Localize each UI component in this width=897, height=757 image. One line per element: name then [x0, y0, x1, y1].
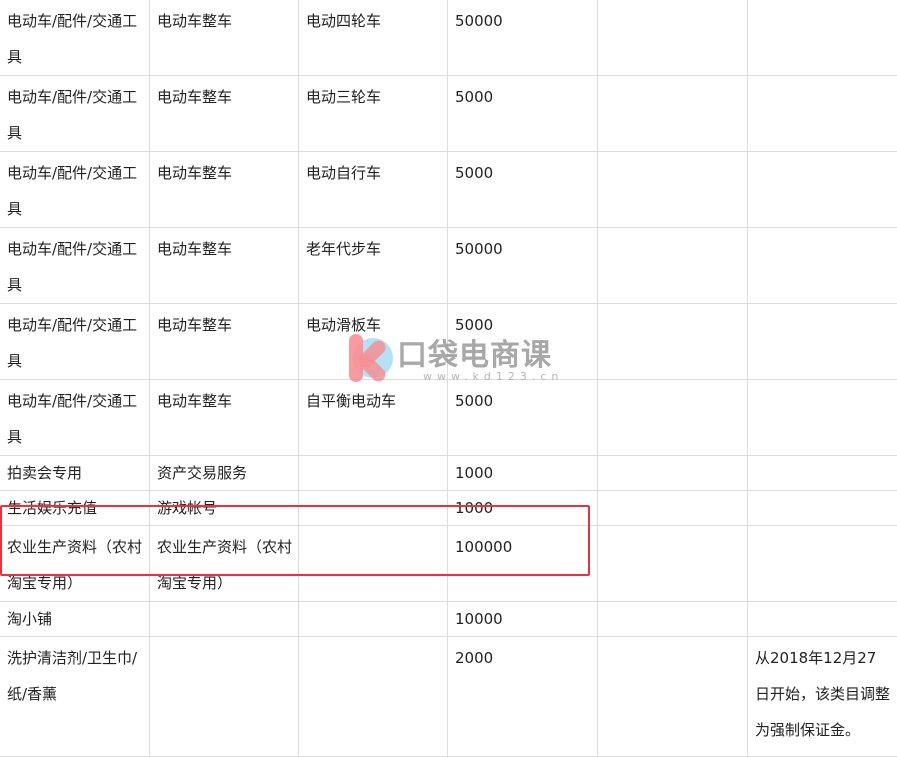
table-cell: [598, 456, 748, 491]
table-cell: [748, 491, 897, 526]
table-cell: 淘小铺: [0, 602, 150, 637]
table-cell: [748, 602, 897, 637]
table-cell: 老年代步车: [299, 228, 448, 304]
table-cell: [598, 304, 748, 380]
table-cell: 电动自行车: [299, 152, 448, 228]
table-cell: 5000: [448, 380, 598, 456]
table-cell: [598, 76, 748, 152]
table-cell: [299, 456, 448, 491]
table-cell: 电动车/配件/交通工具: [0, 304, 150, 380]
table-cell: 电动车/配件/交通工具: [0, 228, 150, 304]
table-cell: [598, 228, 748, 304]
table-cell: 农业生产资料（农村淘宝专用）: [0, 526, 150, 602]
table-cell: [598, 602, 748, 637]
table-cell: [748, 304, 897, 380]
table-cell: [748, 380, 897, 456]
table-cell: [150, 637, 299, 757]
table-cell: [299, 602, 448, 637]
table-cell: 农业生产资料（农村淘宝专用）: [150, 526, 299, 602]
table-cell: 拍卖会专用: [0, 456, 150, 491]
table-cell: 电动车整车: [150, 0, 299, 76]
table-cell: 电动车整车: [150, 380, 299, 456]
table-cell: 2000: [448, 637, 598, 757]
table-cell: 10000: [448, 602, 598, 637]
table-cell: [748, 0, 897, 76]
table-cell: 游戏帐号: [150, 491, 299, 526]
table-cell: [299, 491, 448, 526]
table-cell: [598, 380, 748, 456]
table-cell: 电动车整车: [150, 152, 299, 228]
table-cell: [748, 152, 897, 228]
table-cell: [748, 526, 897, 602]
table-cell: 5000: [448, 76, 598, 152]
table-cell: 电动车整车: [150, 228, 299, 304]
table-cell: [598, 152, 748, 228]
table-cell: 100000: [448, 526, 598, 602]
table-cell: 电动三轮车: [299, 76, 448, 152]
table-cell: [299, 637, 448, 757]
table-cell: [150, 602, 299, 637]
table-cell: [598, 637, 748, 757]
table-cell: [748, 76, 897, 152]
table-cell: [748, 228, 897, 304]
table-cell: 自平衡电动车: [299, 380, 448, 456]
table-cell: 洗护清洁剂/卫生巾/纸/香薰: [0, 637, 150, 757]
table-cell: 电动车整车: [150, 76, 299, 152]
table-cell: 电动车/配件/交通工具: [0, 76, 150, 152]
table-cell: 1000: [448, 456, 598, 491]
table-cell: 电动车/配件/交通工具: [0, 0, 150, 76]
table-cell: [598, 491, 748, 526]
table-cell: 电动车整车: [150, 304, 299, 380]
table-row: 生活娱乐充值游戏帐号 1000: [0, 491, 897, 526]
table-cell: 电动滑板车: [299, 304, 448, 380]
table-cell: [598, 0, 748, 76]
table-row: 拍卖会专用资产交易服务 1000: [0, 456, 897, 491]
table-row: 淘小铺 10000: [0, 602, 897, 637]
table-row: 洗护清洁剂/卫生巾/纸/香薰 2000 从2018年12月27日开始，该类目调整为强…: [0, 637, 897, 757]
table-cell: [598, 526, 748, 602]
table-cell: [748, 456, 897, 491]
table-row: 农业生产资料（农村淘宝专用）农业生产资料（农村淘宝专用） 100000: [0, 526, 897, 602]
table-cell: 生活娱乐充值: [0, 491, 150, 526]
table-cell: 资产交易服务: [150, 456, 299, 491]
table-cell: 5000: [448, 304, 598, 380]
table-cell: 电动四轮车: [299, 0, 448, 76]
table-cell: 从2018年12月27日开始，该类目调整为强制保证金。: [748, 637, 897, 757]
table-cell: 50000: [448, 228, 598, 304]
table-cell: 电动车/配件/交通工具: [0, 152, 150, 228]
table-cell: [299, 526, 448, 602]
table-cell: 电动车/配件/交通工具: [0, 380, 150, 456]
table-cell: 5000: [448, 152, 598, 228]
table-cell: 50000: [448, 0, 598, 76]
table-cell: 1000: [448, 491, 598, 526]
